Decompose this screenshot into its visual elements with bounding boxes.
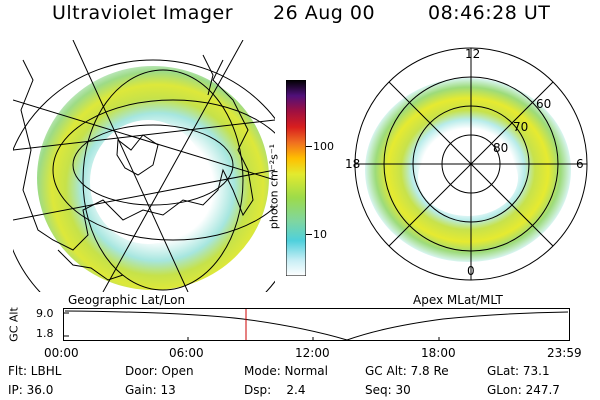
status-door: Door: Open — [125, 364, 194, 378]
time-tick-0000: 00:00 — [44, 346, 79, 360]
observation-time: 08:46:28 UT — [428, 2, 551, 24]
colorbar-unit-label: photon cm⁻²s⁻¹ — [267, 143, 281, 230]
geographic-panel-label: Geographic Lat/Lon — [68, 293, 186, 307]
status-filter: Flt: LBHL — [8, 364, 62, 378]
mlat-label-70: 70 — [513, 120, 529, 134]
apex-polar-panel — [340, 40, 600, 292]
altitude-axis-label: GC Alt — [7, 307, 21, 342]
time-tick-1200: 12:00 — [295, 346, 330, 360]
status-glat: GLat: 73.1 — [487, 364, 550, 378]
mlat-label-80: 80 — [493, 141, 509, 155]
colorbar-tick-mark — [306, 146, 312, 147]
mlat-label-60: 60 — [536, 97, 552, 111]
status-gc-alt: GC Alt: 7.8 Re — [365, 364, 449, 378]
altitude-ytick-high: 9.0 — [36, 307, 54, 320]
geographic-image-panel — [13, 40, 275, 292]
time-tick-1800: 18:00 — [421, 346, 456, 360]
coastline-outline — [20, 54, 254, 281]
instrument-title: Ultraviolet Imager — [52, 2, 234, 24]
status-mode: Mode: Normal — [244, 364, 328, 378]
altitude-timeline-plot — [63, 305, 572, 343]
colorbar-tick-10: 10 — [313, 228, 327, 241]
colorbar-tick-mark — [306, 234, 312, 235]
status-glon: GLon: 247.7 — [487, 383, 560, 397]
status-ip: IP: 36.0 — [8, 383, 54, 397]
mlt-label-12: 12 — [465, 47, 481, 61]
observation-date: 26 Aug 00 — [273, 2, 376, 24]
time-tick-0600: 06:00 — [169, 346, 204, 360]
mlt-label-18: 18 — [345, 157, 361, 171]
time-tick-2359: 23:59 — [547, 346, 582, 360]
apex-panel-label: Apex MLat/MLT — [413, 293, 503, 307]
status-gain: Gain: 13 — [125, 383, 176, 397]
status-seq: Seq: 30 — [365, 383, 411, 397]
colorbar-tick-100: 100 — [313, 140, 334, 153]
altitude-curve — [64, 310, 569, 341]
intensity-colorbar — [286, 80, 306, 276]
status-dsp: Dsp: 2.4 — [244, 383, 306, 397]
altitude-ytick-low: 1.8 — [36, 327, 54, 340]
mlt-label-0: 0 — [467, 264, 475, 278]
mlt-label-6: 6 — [576, 157, 584, 171]
